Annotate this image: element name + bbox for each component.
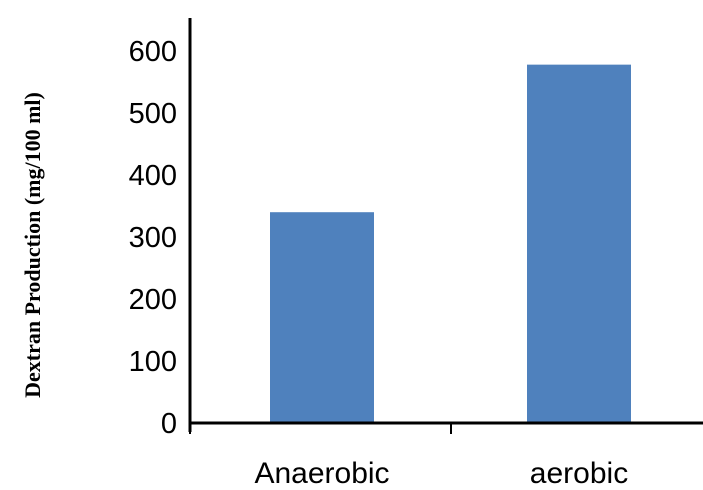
x-category-labels: Anaerobic aerobic (254, 457, 628, 490)
bar-aerobic (527, 64, 631, 423)
y-tick-label: 400 (129, 160, 177, 192)
x-category-label: Anaerobic (254, 457, 389, 490)
y-tick-label: 300 (129, 222, 177, 254)
bars-layer (270, 64, 631, 423)
x-category-label: aerobic (530, 457, 628, 490)
y-tick-label: 200 (129, 284, 177, 316)
y-tick-label: 100 (129, 346, 177, 378)
bar-anaerobic (270, 212, 374, 423)
axes-layer (188, 18, 703, 434)
y-tick-label: 600 (129, 36, 177, 68)
y-tick-labels: 0 100 200 300 400 500 600 (129, 36, 177, 440)
y-axis-title: Dextran Production (mg/100 ml) (20, 92, 45, 398)
y-tick-label: 500 (129, 98, 177, 130)
y-tick-label: 0 (161, 408, 177, 440)
